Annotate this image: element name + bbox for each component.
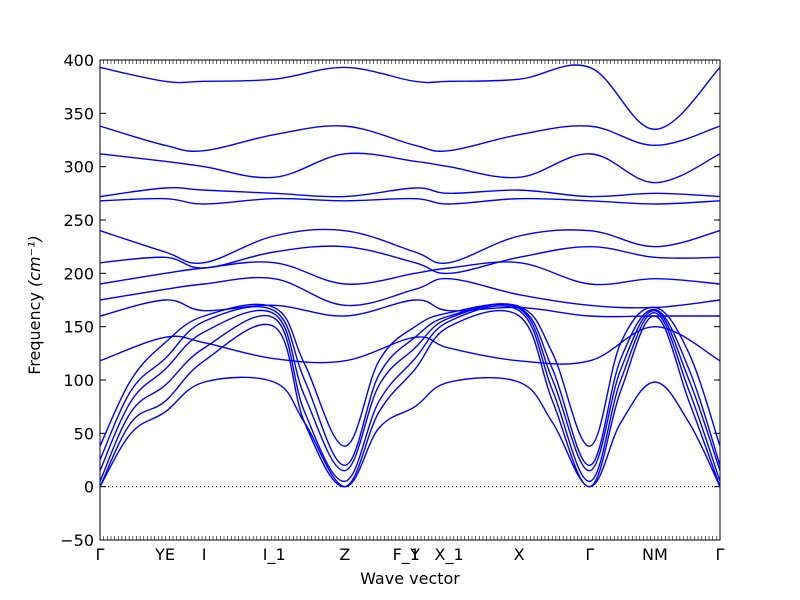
x-high-symmetry-label: Γ: [96, 545, 105, 564]
x-high-symmetry-label: Γ: [585, 545, 594, 564]
phonon-band-line: [99, 64, 721, 131]
x-high-symmetry-label: I: [202, 545, 207, 564]
y-axis-unit: (cm⁻¹): [25, 235, 44, 287]
labels-group: Wave vector Frequency (cm⁻¹): [25, 235, 460, 588]
phonon-band-line: [99, 261, 721, 286]
y-tick-label: 400: [63, 51, 94, 70]
x-high-symmetry-label: Z: [339, 545, 350, 564]
phonon-band-line: [99, 299, 720, 318]
phonon-band-line: [99, 305, 721, 483]
x-high-symmetry-label: Γ: [716, 545, 725, 564]
y-tick-label: 250: [63, 211, 94, 230]
phonon-band-line: [99, 276, 721, 309]
y-tick-label: 50: [74, 424, 94, 443]
series-group: [99, 64, 721, 488]
phonon-band-line: [99, 309, 721, 488]
x-high-symmetry-label: I_1: [263, 545, 286, 565]
x-high-symmetry-label: Y: [409, 545, 420, 564]
y-tick-label: −50: [60, 531, 94, 550]
y-axis-label-text: Frequency: [25, 287, 44, 375]
x-axis-label: Wave vector: [360, 569, 460, 588]
phonon-band-line: [99, 245, 721, 275]
y-axis-label: Frequency (cm⁻¹): [25, 235, 44, 374]
y-tick-label: 0: [84, 478, 94, 497]
y-tick-label: 300: [63, 158, 94, 177]
y-tick-label: 150: [63, 318, 94, 337]
y-tick-label: 350: [63, 104, 94, 123]
phonon-band-line: [99, 303, 721, 472]
x-high-symmetry-label: X_1: [434, 545, 463, 565]
x-high-symmetry-label: X: [514, 545, 525, 564]
phonon-band-line: [99, 187, 721, 198]
x-high-symmetry-label: YE: [154, 545, 175, 564]
phonon-band-line: [99, 125, 721, 152]
phonon-band-line: [99, 325, 721, 365]
y-tick-label: 200: [63, 264, 94, 283]
phonon-band-line: [99, 376, 721, 488]
phonon-band-line: [99, 228, 721, 264]
phonon-band-line: [99, 303, 721, 467]
x-high-symmetry-label: F_1: [393, 545, 420, 565]
y-tick-label: 100: [63, 371, 94, 390]
x-high-symmetry-label: NM: [642, 545, 668, 564]
phonon-band-line: [99, 152, 721, 184]
phonon-band-line: [99, 303, 721, 447]
phonon-band-line: [99, 197, 721, 205]
